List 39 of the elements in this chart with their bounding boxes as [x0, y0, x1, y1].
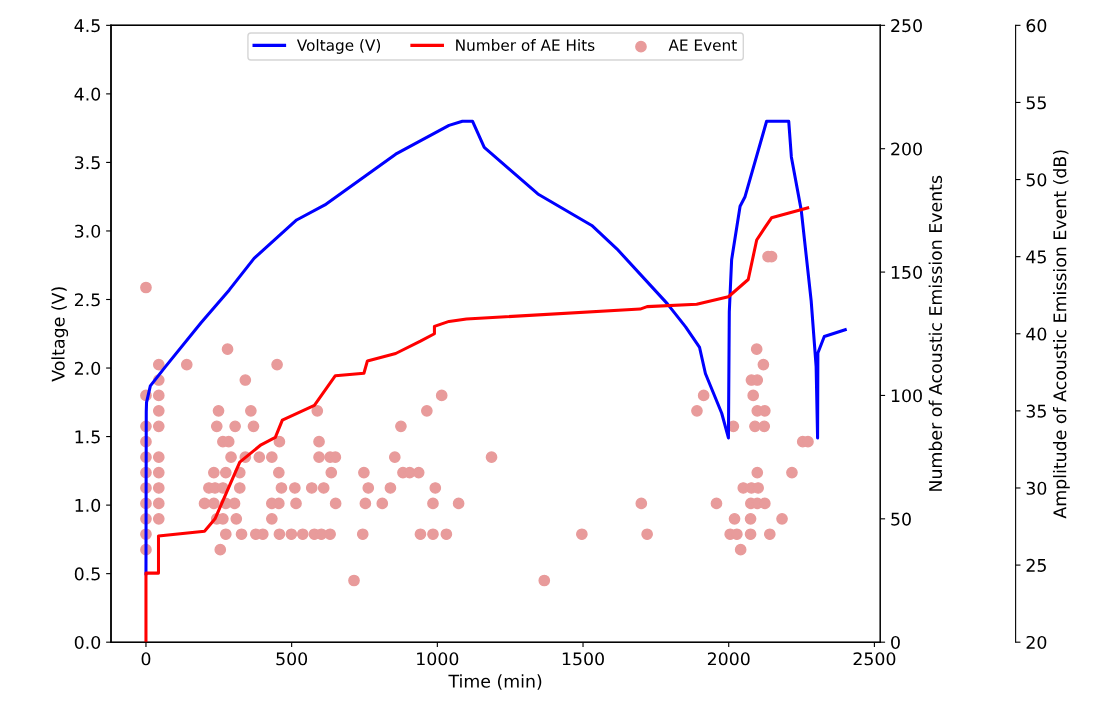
- y3-tick-label: 40: [1026, 327, 1047, 341]
- legend-label: Voltage (V): [296, 39, 381, 54]
- y3-tick-label: 50: [1026, 173, 1047, 187]
- x-tick-label: 2500: [853, 652, 896, 666]
- y3-tick-label: 60: [1026, 19, 1047, 33]
- y-tick-label: 2.5: [74, 293, 100, 307]
- y2-tick-label: 250: [891, 19, 922, 33]
- y2-tick-label: 150: [891, 265, 922, 279]
- y-tick-label: 4.5: [74, 19, 100, 33]
- x-tick-label: 1500: [562, 652, 604, 666]
- legend-label: AE Event: [668, 39, 737, 51]
- y-tick-label: 1.0: [75, 498, 101, 512]
- y-tick-label: 3.5: [74, 156, 100, 170]
- x-tick-label: 0: [141, 652, 151, 666]
- y-axis-title: Voltage (V): [51, 287, 69, 382]
- y3-tick-label: 20: [1026, 635, 1047, 650]
- y2-tick-label: 200: [891, 142, 922, 156]
- y2-tick-label: 100: [891, 389, 922, 403]
- y-tick-label: 4.0: [74, 87, 101, 101]
- y-tick-label: 3.0: [74, 224, 101, 238]
- legend-label: Number of AE Hits: [456, 39, 595, 51]
- y-tick-label: 0.5: [74, 567, 100, 581]
- y-tick-label: 0.0: [74, 635, 101, 650]
- y3-tick-label: 45: [1026, 250, 1046, 264]
- x-tick-label: 1000: [417, 652, 459, 666]
- y-tick-label: 1.5: [75, 430, 100, 444]
- y2-tick-label: 50: [891, 512, 911, 526]
- x-tick-label: 500: [276, 652, 308, 666]
- y3-tick-label: 25: [1026, 558, 1046, 572]
- y2-tick-label: 0: [891, 635, 900, 650]
- y3-tick-label: 35: [1026, 404, 1046, 418]
- y3-tick-label: 55: [1026, 96, 1046, 110]
- x-axis-title: Time (min): [448, 674, 542, 690]
- x-tick-label: 2000: [707, 652, 750, 666]
- y2-axis-title: Number of Acoustic Emission Events: [928, 175, 943, 491]
- y3-tick-label: 30: [1026, 481, 1047, 495]
- y3-axis-title: Amplitude of Acoustic Emission Event (dB): [1052, 150, 1070, 519]
- line-series: [144, 206, 810, 643]
- y-tick-label: 2.0: [74, 361, 101, 375]
